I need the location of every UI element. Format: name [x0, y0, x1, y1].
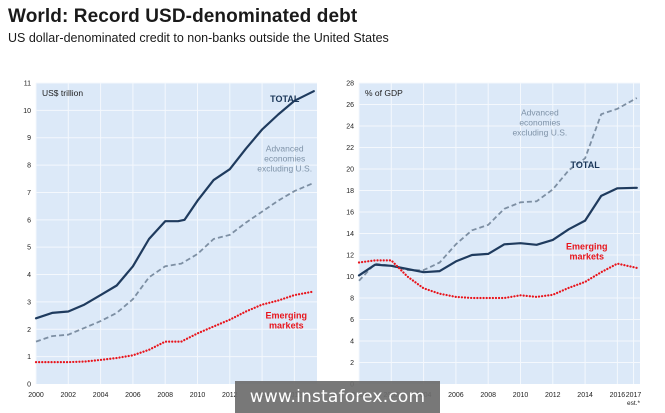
y-tick-label: 4 [350, 339, 354, 346]
x-tick-label: 2008 [480, 392, 496, 399]
y-tick-label: 14 [346, 231, 354, 238]
y-tick-label: 22 [346, 145, 354, 152]
series-line-total [34, 90, 315, 320]
y-axis-unit-label: % of GDP [365, 88, 403, 98]
y-tick-label: 26 [346, 102, 354, 109]
series-label-advanced: Advanced [521, 107, 559, 117]
y-tick-label: 2 [27, 327, 31, 334]
left-panel-usd-trillion: 0 1 2 3 4 5 6 7 8 9 10 11 2000 2002 2004 2006 2008 2010 20… [23, 81, 317, 399]
x-tick-label: 2012 [222, 392, 238, 399]
y-tick-label: 2 [350, 360, 354, 367]
y-tick-label: 1 [27, 354, 31, 361]
y-tick-label: 24 [346, 124, 354, 131]
x-tick-label: 2006 [448, 392, 464, 399]
x-tick-label: 2010 [513, 392, 529, 399]
series-label-advanced: excluding U.S. [512, 127, 567, 137]
x-tick-label: 2017 [626, 392, 642, 399]
series-label-total: TOTAL [270, 94, 300, 104]
plot-background [36, 83, 317, 384]
y-tick-label: 9 [27, 135, 31, 142]
y-tick-label: 8 [350, 296, 354, 303]
y-tick-label: 4 [27, 272, 31, 279]
y-tick-label: 7 [27, 190, 31, 197]
series-label-advanced: economies [264, 153, 305, 163]
x-tick-label: 2004 [93, 392, 109, 399]
series-label-advanced: Advanced [266, 143, 304, 153]
series-line-total [357, 186, 638, 277]
y-tick-label: 20 [346, 167, 354, 174]
series-label-emerging: Emerging [266, 310, 308, 320]
series-label-advanced: economies [519, 117, 560, 127]
x-tick-label-note: est.* [627, 400, 640, 407]
right-panel-percent-of-gdp: 0246810121416182022242628200020022004200… [346, 81, 641, 408]
y-tick-label: 5 [27, 245, 31, 252]
x-tick-label: 2008 [157, 392, 173, 399]
x-tick-label: 2006 [125, 392, 141, 399]
y-tick-label: 12 [346, 253, 354, 260]
y-tick-label: 11 [24, 81, 31, 88]
x-tick-label: 2016 [610, 392, 626, 399]
chart-subtitle: US dollar-denominated credit to non-bank… [8, 31, 389, 45]
series-label-advanced: excluding U.S. [257, 163, 312, 173]
chart-title: World: Record USD-denominated debt [8, 6, 358, 27]
y-tick-label: 6 [350, 317, 354, 324]
watermark-banner: www.instaforex.com [235, 381, 440, 413]
y-axis-unit-label: US$ trillion [42, 88, 83, 98]
series-line-advanced [35, 182, 315, 343]
series-line-emerging [357, 259, 638, 300]
y-tick-label: 28 [346, 81, 354, 88]
series-label-emerging: Emerging [566, 242, 608, 252]
x-tick-label: 2014 [577, 392, 593, 399]
y-tick-label: 3 [27, 299, 31, 306]
y-tick-label: 18 [346, 188, 354, 195]
series-label-emerging: markets [569, 252, 604, 262]
y-tick-label: 8 [27, 163, 31, 170]
x-tick-label: 2000 [28, 392, 44, 399]
y-tick-label: 6 [27, 217, 31, 224]
y-tick-label: 0 [27, 382, 31, 389]
series-line-emerging [34, 290, 315, 364]
y-tick-label: 10 [346, 274, 354, 281]
series-line-advanced [358, 97, 638, 282]
x-tick-label: 2010 [190, 392, 206, 399]
x-tick-label: 2002 [61, 392, 77, 399]
series-label-total: TOTAL [571, 160, 601, 170]
y-tick-label: 16 [346, 210, 354, 217]
x-tick-label: 2012 [545, 392, 561, 399]
y-tick-label: 10 [23, 108, 31, 115]
series-label-emerging: markets [269, 320, 304, 330]
watermark-text: www.instaforex.com [249, 387, 426, 407]
